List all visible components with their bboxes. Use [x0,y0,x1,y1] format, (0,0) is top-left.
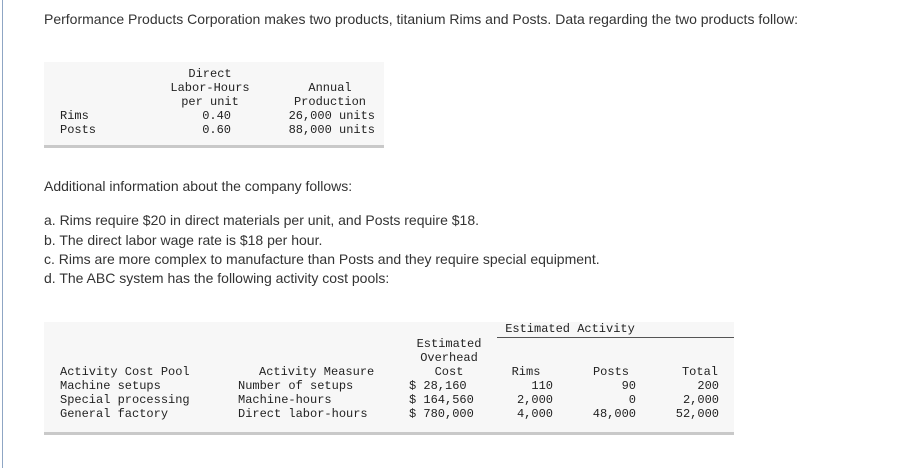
column-header: Estimated Overhead Cost [416,337,482,379]
table-cell: 0 [628,393,636,407]
column-header: Annual Production [293,81,366,109]
column-header: Direct Labor-Hours per unit [170,67,250,109]
table-cell: 200 [697,379,719,393]
table-cell: 0.60 [202,123,231,137]
heading: Additional information about the company… [44,178,353,194]
table-cell: Rims [60,109,89,123]
list-item: b. The direct labor wage rate is $18 per… [44,232,323,248]
frame-border [2,0,3,468]
table-cell: 26,000 units [288,109,375,123]
column-header: Posts [592,365,629,379]
table-cell: Machine-hours [238,393,332,407]
table-cell: 2,000 [682,393,719,407]
table-cell: 2,000 [516,393,553,407]
table-cell: General factory [60,407,169,421]
list-item: a. Rims require $20 in direct materials … [44,212,479,228]
table-cell: Direct labor-hours [238,407,368,421]
table-cell: 0.40 [202,109,231,123]
table-cell: 52,000 [675,407,719,421]
column-header: Activity Cost Pool [60,365,190,379]
table-cell: 88,000 units [288,123,375,137]
table-cell: Machine setups [60,379,161,393]
table-cell: $ 28,160 [409,379,467,393]
table-cell: $ 780,000 [409,407,474,421]
table-cell: 4,000 [516,407,553,421]
table-cell: Special processing [60,393,190,407]
column-header: Rims [511,365,541,379]
column-header: Total [681,365,718,379]
table-cell: 90 [621,379,636,393]
group-rule [497,337,734,338]
table-cell: 48,000 [592,407,636,421]
list-item: c. Rims are more complex to manufacture … [44,251,600,267]
table-cell: 110 [531,379,553,393]
list-item: d. The ABC system has the following acti… [44,270,390,286]
group-header: Estimated Activity [505,322,635,336]
table-cell: Number of setups [238,379,354,393]
intro-text: Performance Products Corporation makes t… [44,11,799,27]
table-background [44,62,384,148]
table-cell: Posts [60,123,97,137]
table-cell: $ 164,560 [409,393,474,407]
column-header: Activity Measure [259,365,375,379]
table-background [44,322,734,435]
